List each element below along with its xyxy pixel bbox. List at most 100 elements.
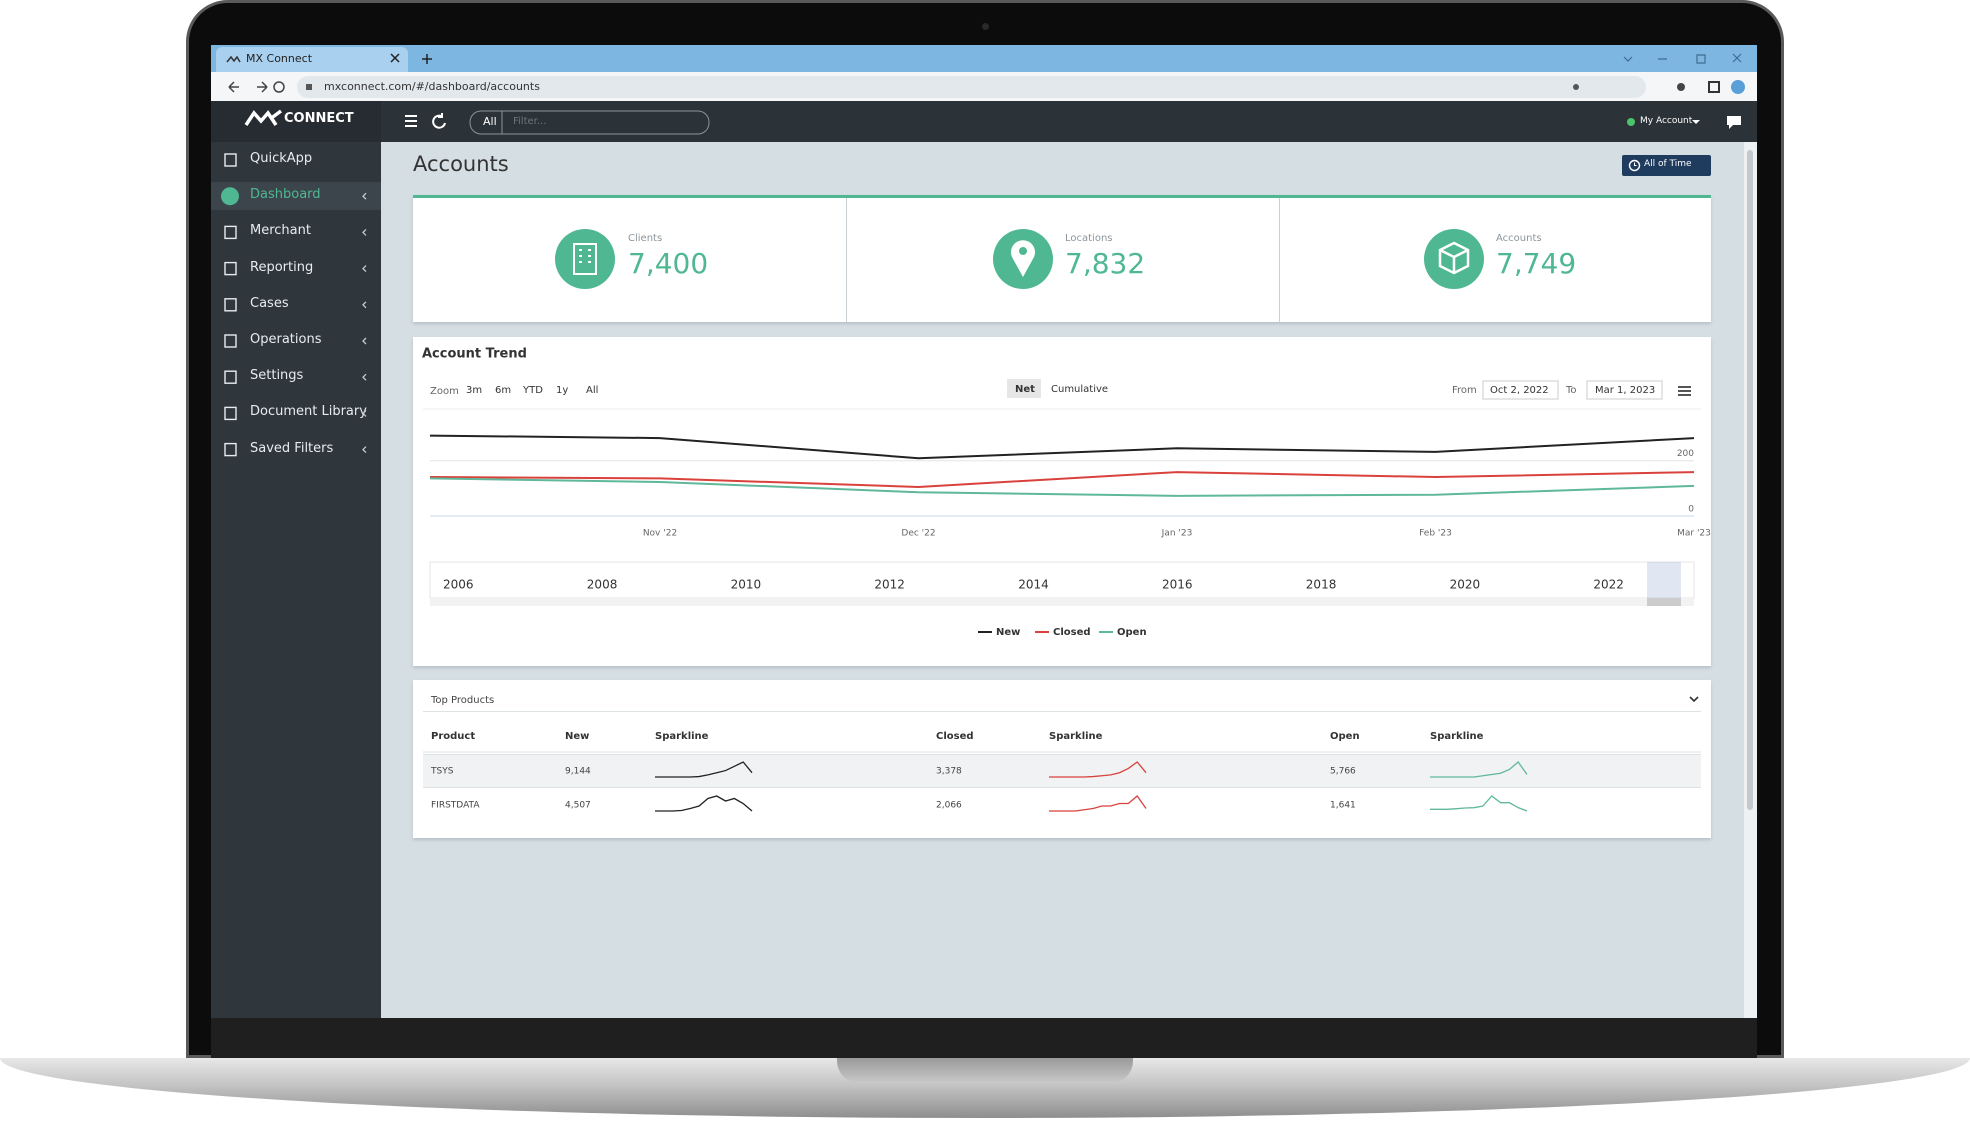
date-input-box bbox=[1482, 380, 1559, 400]
navigator-year: 2006 bbox=[443, 578, 474, 592]
column-header: Open bbox=[1330, 731, 1360, 742]
chevron bbox=[362, 301, 367, 309]
legend-label[interactable]: Closed bbox=[1053, 627, 1091, 638]
series-line bbox=[429, 434, 1695, 460]
sidebar-icon bbox=[224, 442, 237, 457]
to-date[interactable]: Mar 1, 2023 bbox=[1595, 385, 1655, 396]
chevron bbox=[362, 228, 367, 236]
sidebar-item[interactable]: Merchant bbox=[250, 223, 311, 239]
count-cell: 5,766 bbox=[1330, 767, 1356, 777]
scrollbar bbox=[1744, 142, 1757, 1018]
zoom-button[interactable]: All bbox=[586, 385, 598, 396]
sidebar-item[interactable]: Dashboard bbox=[250, 187, 321, 203]
legend-label[interactable]: New bbox=[996, 627, 1020, 638]
zoom-button[interactable]: 6m bbox=[495, 385, 511, 396]
column-header: Sparkline bbox=[1430, 731, 1484, 742]
product-cell: FIRSTDATA bbox=[431, 801, 480, 811]
from-date[interactable]: Oct 2, 2022 bbox=[1490, 385, 1549, 396]
logo-area bbox=[211, 101, 381, 142]
sparkline bbox=[1430, 795, 1528, 812]
search-input[interactable]: Filter... bbox=[513, 116, 547, 127]
tab-title: MX Connect bbox=[246, 52, 313, 65]
to-label: To bbox=[1565, 385, 1577, 396]
top-products-table: Top Products Product New Sparkline Closed Spa… bbox=[423, 695, 1701, 812]
sidebar-icon bbox=[224, 153, 237, 167]
sidebar-item[interactable]: QuickApp bbox=[250, 151, 313, 166]
collapse-icon[interactable] bbox=[1688, 694, 1700, 704]
page-title: Accounts bbox=[413, 152, 509, 176]
account-trend-chart: Account Trend Zoom 3m 6m YTD 1y All Net Cumulati… bbox=[422, 347, 1711, 639]
logo-text: CONNECT bbox=[284, 111, 354, 126]
sidebar-icon bbox=[224, 406, 237, 421]
table-row-bg bbox=[423, 754, 1701, 788]
navigator-year: 2008 bbox=[587, 578, 618, 592]
sidebar-item[interactable]: Cases bbox=[250, 295, 289, 311]
camera bbox=[982, 23, 989, 30]
y-tick-label: 0 bbox=[1688, 505, 1694, 515]
zoom-button[interactable]: 1y bbox=[556, 385, 568, 396]
base-notch bbox=[837, 1058, 1133, 1083]
scroll-thumb[interactable] bbox=[1747, 150, 1753, 810]
sidebar-item[interactable]: Document Library bbox=[250, 404, 367, 420]
kpi-card bbox=[413, 195, 1711, 322]
count-cell: 3,378 bbox=[936, 767, 962, 777]
x-tick-label: Mar '23 bbox=[1677, 529, 1711, 539]
x-tick-label: Feb '23 bbox=[1419, 529, 1452, 539]
x-tick-label: Nov '22 bbox=[643, 529, 677, 539]
sidebar-item[interactable]: Reporting bbox=[250, 259, 314, 275]
search-scope[interactable]: All bbox=[483, 115, 497, 128]
url[interactable]: mxconnect.com/#/dashboard/accounts bbox=[324, 80, 540, 93]
table-title-rule bbox=[423, 711, 1701, 712]
bezel-bottom bbox=[211, 1018, 1757, 1058]
navigator-year: 2012 bbox=[874, 578, 905, 592]
navigator-year: 2020 bbox=[1450, 578, 1481, 592]
legend-label[interactable]: Open bbox=[1117, 627, 1147, 638]
navigator-year: 2016 bbox=[1162, 578, 1193, 592]
tab-bar bbox=[211, 45, 1757, 72]
sparkline bbox=[655, 761, 753, 778]
sidebar-item[interactable]: Saved Filters bbox=[250, 440, 334, 456]
navigator-year: 2014 bbox=[1018, 578, 1049, 592]
sidebar-item[interactable]: Operations bbox=[250, 332, 322, 347]
browser-chrome-icons bbox=[211, 53, 1757, 101]
series-line bbox=[429, 477, 1695, 497]
navigator-scrollbar bbox=[430, 598, 1694, 606]
zoom-button[interactable]: YTD bbox=[522, 385, 543, 396]
zoom-label: Zoom bbox=[430, 386, 459, 397]
kpi-icons bbox=[555, 229, 1484, 289]
navigator-selection bbox=[1647, 562, 1681, 598]
column-header: Product bbox=[431, 731, 475, 742]
kpi-label: Accounts bbox=[1496, 233, 1542, 244]
column-header: Sparkline bbox=[1049, 731, 1103, 742]
mode-button[interactable]: Net bbox=[1015, 384, 1035, 395]
sparkline bbox=[655, 795, 753, 812]
from-label: From bbox=[1452, 385, 1477, 396]
sidebar-icon bbox=[221, 187, 239, 206]
sparkline bbox=[1430, 761, 1528, 778]
range-button-label: All of Time bbox=[1644, 159, 1692, 169]
chevron bbox=[362, 337, 367, 345]
zoom-button[interactable]: 3m bbox=[466, 385, 482, 396]
mode-button[interactable]: Cumulative bbox=[1051, 384, 1108, 395]
tab[interactable] bbox=[216, 47, 408, 72]
date-input-box bbox=[1586, 380, 1663, 400]
kpi-divider bbox=[846, 198, 847, 322]
chevron bbox=[362, 373, 367, 381]
range-button[interactable] bbox=[1622, 155, 1711, 176]
count-cell: 4,507 bbox=[565, 801, 591, 811]
y-tick-label: 200 bbox=[1677, 449, 1694, 459]
table-title: Top Products bbox=[430, 695, 494, 706]
sidebar-icon bbox=[224, 334, 237, 348]
sidebar-item[interactable]: Settings bbox=[250, 368, 304, 384]
account-menu[interactable]: My Account bbox=[1640, 116, 1693, 126]
count-cell: 2,066 bbox=[936, 801, 962, 811]
navigator-year: 2022 bbox=[1593, 578, 1624, 592]
kpi-value: 7,400 bbox=[628, 247, 709, 280]
sparkline bbox=[1049, 761, 1147, 778]
sidebar-icon bbox=[224, 261, 237, 276]
navigator bbox=[429, 561, 1695, 599]
sparkline bbox=[1049, 795, 1147, 812]
navigator-thumb[interactable] bbox=[1647, 598, 1681, 606]
kpi-value: 7,832 bbox=[1065, 247, 1146, 280]
